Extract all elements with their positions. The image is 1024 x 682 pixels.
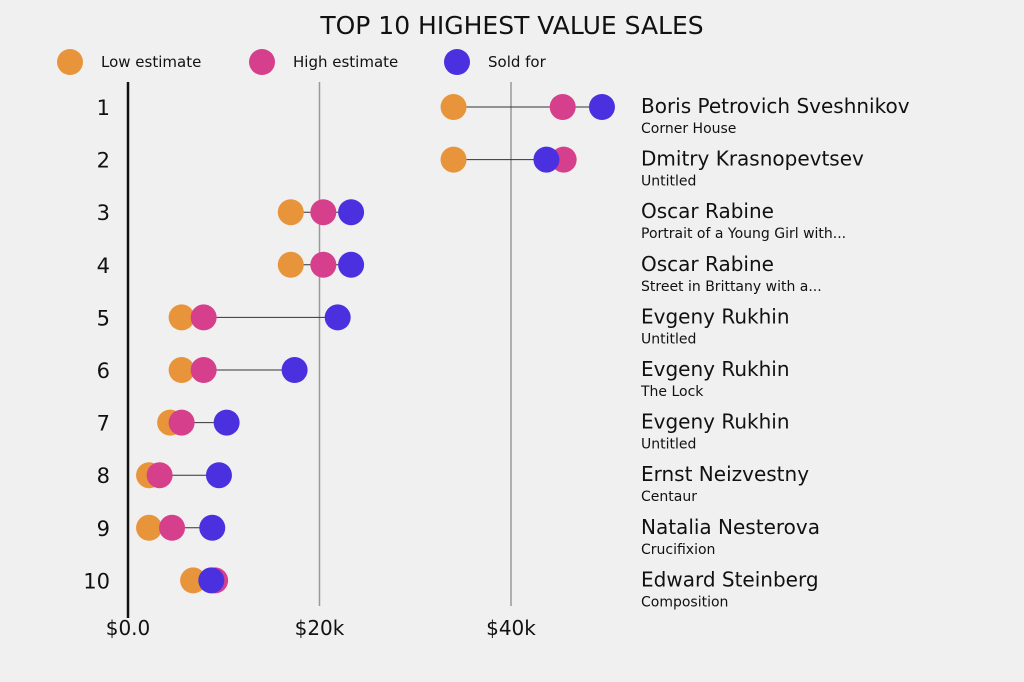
sold-marker: [588, 94, 615, 120]
low-marker: [168, 357, 195, 383]
artist-name: Dmitry Krasnopevtsev: [641, 147, 864, 171]
legend-marker-high: [249, 49, 275, 75]
legend: Low estimate High estimate Sold for: [57, 49, 547, 75]
x-tick-label: $20k: [295, 616, 345, 640]
legend-label-low: Low estimate: [101, 53, 201, 71]
work-title: Street in Brittany with a...: [641, 279, 822, 295]
artist-name: Evgeny Rukhin: [641, 304, 790, 328]
high-marker: [310, 251, 337, 278]
low-marker: [277, 251, 304, 278]
sold-marker: [199, 514, 226, 541]
work-title: Portrait of a Young Girl with...: [641, 226, 846, 242]
legend-marker-low: [57, 49, 83, 75]
sold-marker: [205, 462, 232, 489]
artist-name: Natalia Nesterova: [641, 515, 820, 539]
high-marker: [190, 304, 217, 331]
work-title: Untitled: [641, 437, 696, 453]
low-marker: [136, 514, 163, 541]
sold-marker: [213, 409, 240, 436]
rank-label: 1: [97, 96, 110, 120]
rank-label: 2: [97, 149, 110, 173]
artist-name: Ernst Neizvestny: [641, 462, 809, 486]
artist-name: Oscar Rabine: [641, 252, 774, 276]
chart-title: TOP 10 HIGHEST VALUE SALES: [319, 11, 703, 40]
rank-label: 7: [97, 412, 110, 436]
artist-name: Oscar Rabine: [641, 199, 774, 223]
work-title: Crucifixion: [641, 542, 715, 558]
high-marker: [146, 462, 173, 489]
sold-marker: [281, 357, 308, 383]
high-marker: [159, 514, 186, 541]
rank-label: 10: [83, 569, 110, 593]
sold-marker: [324, 304, 351, 331]
high-marker: [168, 409, 195, 436]
row-3: 3 Oscar Rabine Portrait of a Young Girl wi…: [97, 199, 846, 242]
low-marker: [440, 146, 467, 173]
row-9: 9 Natalia Nesterova Crucifixion: [97, 514, 820, 558]
row-6: 6 Evgeny Rukhin The Lock: [97, 357, 790, 400]
high-marker: [549, 94, 576, 120]
work-title: Composition: [641, 594, 728, 610]
row-2: 2 Dmitry Krasnopevtsev Untitled: [97, 146, 864, 190]
sold-marker: [338, 251, 365, 278]
rank-label: 4: [97, 254, 110, 278]
row-5: 5 Evgeny Rukhin Untitled: [97, 304, 790, 347]
legend-label-high: High estimate: [293, 53, 398, 71]
high-marker: [190, 357, 217, 383]
artist-name: Evgeny Rukhin: [641, 357, 790, 381]
artist-name: Evgeny Rukhin: [641, 410, 790, 434]
low-marker: [440, 94, 467, 120]
work-title: Centaur: [641, 489, 697, 505]
artist-name: Edward Steinberg: [641, 567, 819, 591]
low-marker: [277, 199, 304, 226]
rank-label: 9: [97, 517, 110, 541]
gridlines: [318, 82, 512, 606]
row-1: 1 Boris Petrovich Sveshnikov Corner House: [97, 94, 910, 137]
row-4: 4 Oscar Rabine Street in Brittany with a..…: [97, 251, 822, 295]
x-tick-label: $40k: [486, 616, 536, 640]
row-10: 10 Edward Steinberg Composition: [83, 567, 819, 610]
legend-marker-sold: [444, 49, 470, 75]
low-marker: [168, 304, 195, 331]
row-8: 8 Ernst Neizvestny Centaur: [97, 462, 809, 505]
rank-label: 3: [97, 201, 110, 225]
legend-label-sold: Sold for: [488, 53, 547, 71]
sold-marker: [533, 146, 560, 173]
work-title: Untitled: [641, 174, 696, 190]
rank-label: 8: [97, 464, 110, 488]
work-title: Untitled: [641, 331, 696, 347]
sold-marker: [198, 567, 225, 594]
x-axis-ticks: $0.0 $20k $40k: [106, 616, 537, 640]
work-title: Corner House: [641, 121, 736, 137]
low-marker: [180, 567, 207, 594]
rank-label: 6: [97, 359, 110, 383]
high-marker: [310, 199, 337, 226]
rows: 1 Boris Petrovich Sveshnikov Corner House 2…: [83, 94, 910, 610]
artist-name: Boris Petrovich Sveshnikov: [641, 94, 910, 118]
x-tick-label: $0.0: [106, 616, 151, 640]
rank-label: 5: [97, 306, 110, 330]
sold-marker: [338, 199, 365, 226]
row-7: 7 Evgeny Rukhin Untitled: [97, 409, 790, 453]
work-title: The Lock: [640, 384, 704, 400]
